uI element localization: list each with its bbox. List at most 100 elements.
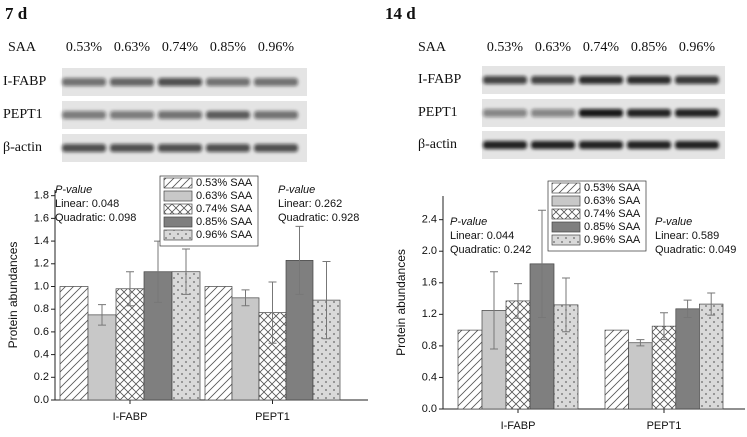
blot-band bbox=[627, 76, 671, 84]
annotation: Quadratic: 0.928 bbox=[278, 212, 359, 224]
legend-swatch bbox=[163, 216, 193, 228]
y-tick-label: 2.4 bbox=[422, 214, 437, 226]
lane-label: 0.63% bbox=[114, 40, 151, 55]
blot-band bbox=[579, 141, 623, 149]
bar bbox=[505, 300, 531, 410]
bar bbox=[457, 329, 483, 410]
blot-band bbox=[206, 111, 250, 119]
blot-band bbox=[483, 76, 527, 84]
annotation: Linear: 0.048 bbox=[55, 198, 119, 210]
y-tick-label: 0.8 bbox=[34, 303, 49, 315]
annotation: Linear: 0.589 bbox=[655, 230, 719, 242]
blot-band bbox=[627, 109, 671, 117]
blot-header: SAA bbox=[418, 40, 447, 55]
chart-title: 7 d bbox=[5, 4, 28, 23]
error-bar bbox=[683, 299, 692, 318]
y-tick-label: 0.4 bbox=[422, 371, 437, 383]
legend-swatch bbox=[551, 234, 581, 246]
y-tick-label: 0.0 bbox=[422, 403, 437, 415]
blot-band bbox=[483, 141, 527, 149]
y-tick-label: 0.0 bbox=[34, 394, 49, 406]
error-bar bbox=[182, 248, 190, 295]
x-tick-label: PEPT1 bbox=[647, 420, 682, 432]
blot-band bbox=[254, 111, 298, 119]
error-bar bbox=[514, 283, 522, 319]
lane-label: 0.53% bbox=[66, 40, 103, 55]
blot-band bbox=[110, 78, 154, 86]
annotation: P-value bbox=[450, 216, 487, 228]
error-bar bbox=[660, 312, 668, 341]
lane-label: 0.53% bbox=[487, 40, 524, 55]
blot-band bbox=[675, 109, 719, 117]
legend-label: 0.85% SAA bbox=[196, 216, 253, 228]
legend-label: 0.63% SAA bbox=[584, 195, 641, 207]
annotation: Quadratic: 0.049 bbox=[655, 244, 736, 256]
lane-label: 0.63% bbox=[535, 40, 572, 55]
blot-band bbox=[531, 141, 575, 149]
error-bar bbox=[295, 225, 304, 295]
error-bar bbox=[126, 271, 134, 307]
legend-swatch bbox=[163, 190, 193, 202]
blot-band bbox=[579, 109, 623, 117]
lane-label: 0.85% bbox=[210, 40, 247, 55]
error-bar bbox=[490, 271, 498, 350]
row-label: β-actin bbox=[3, 140, 42, 155]
row-label: I-FABP bbox=[418, 72, 462, 87]
y-tick-label: 0.4 bbox=[34, 349, 49, 361]
x-tick-label: I-FABP bbox=[113, 411, 148, 423]
legend-swatch bbox=[163, 177, 193, 189]
blot-band bbox=[675, 141, 719, 149]
y-tick-label: 1.2 bbox=[34, 258, 49, 270]
blot-band bbox=[110, 144, 154, 152]
blot-band bbox=[579, 76, 623, 84]
blot-band bbox=[62, 144, 106, 152]
error-bar bbox=[322, 261, 331, 340]
y-axis-label: Protein abundances bbox=[394, 249, 408, 356]
legend-swatch bbox=[551, 182, 581, 194]
row-label: β-actin bbox=[418, 137, 457, 152]
blot-band bbox=[254, 78, 298, 86]
blot-band bbox=[158, 78, 202, 86]
bar bbox=[204, 286, 233, 401]
legend-label: 0.53% SAA bbox=[196, 177, 253, 189]
blot-band bbox=[531, 76, 575, 84]
row-label: I-FABP bbox=[3, 74, 47, 89]
blot-header: SAA bbox=[8, 40, 37, 55]
annotation: Quadratic: 0.242 bbox=[450, 244, 531, 256]
blot-band bbox=[627, 141, 671, 149]
row-label: PEPT1 bbox=[418, 105, 458, 120]
legend-swatch bbox=[551, 221, 581, 233]
error-bar bbox=[538, 209, 546, 318]
row-label: PEPT1 bbox=[3, 107, 43, 122]
legend-label: 0.96% SAA bbox=[196, 229, 253, 241]
legend-label: 0.63% SAA bbox=[196, 190, 253, 202]
blot-band bbox=[62, 78, 106, 86]
y-tick-label: 2.0 bbox=[422, 245, 437, 257]
blot-band bbox=[158, 144, 202, 152]
legend-label: 0.96% SAA bbox=[584, 234, 641, 246]
annotation: Linear: 0.262 bbox=[278, 198, 342, 210]
blot-band bbox=[254, 144, 298, 152]
bar bbox=[604, 329, 629, 410]
y-tick-label: 1.2 bbox=[422, 308, 437, 320]
error-bar bbox=[562, 277, 570, 333]
legend-swatch bbox=[163, 203, 193, 215]
lane-label: 0.74% bbox=[162, 40, 199, 55]
lane-label: 0.96% bbox=[258, 40, 295, 55]
bar bbox=[675, 308, 700, 410]
lane-label: 0.74% bbox=[583, 40, 620, 55]
legend-label: 0.74% SAA bbox=[584, 208, 641, 220]
bar bbox=[699, 303, 724, 410]
error-bar bbox=[268, 281, 277, 344]
y-tick-label: 1.6 bbox=[422, 277, 437, 289]
blot-band bbox=[483, 109, 527, 117]
y-tick-label: 0.8 bbox=[422, 340, 437, 352]
legend-swatch bbox=[551, 208, 581, 220]
legend-label: 0.85% SAA bbox=[584, 221, 641, 233]
blot-band bbox=[675, 76, 719, 84]
bar bbox=[231, 297, 260, 401]
legend-swatch bbox=[163, 229, 193, 241]
bar bbox=[87, 314, 117, 401]
y-tick-label: 1.6 bbox=[34, 212, 49, 224]
